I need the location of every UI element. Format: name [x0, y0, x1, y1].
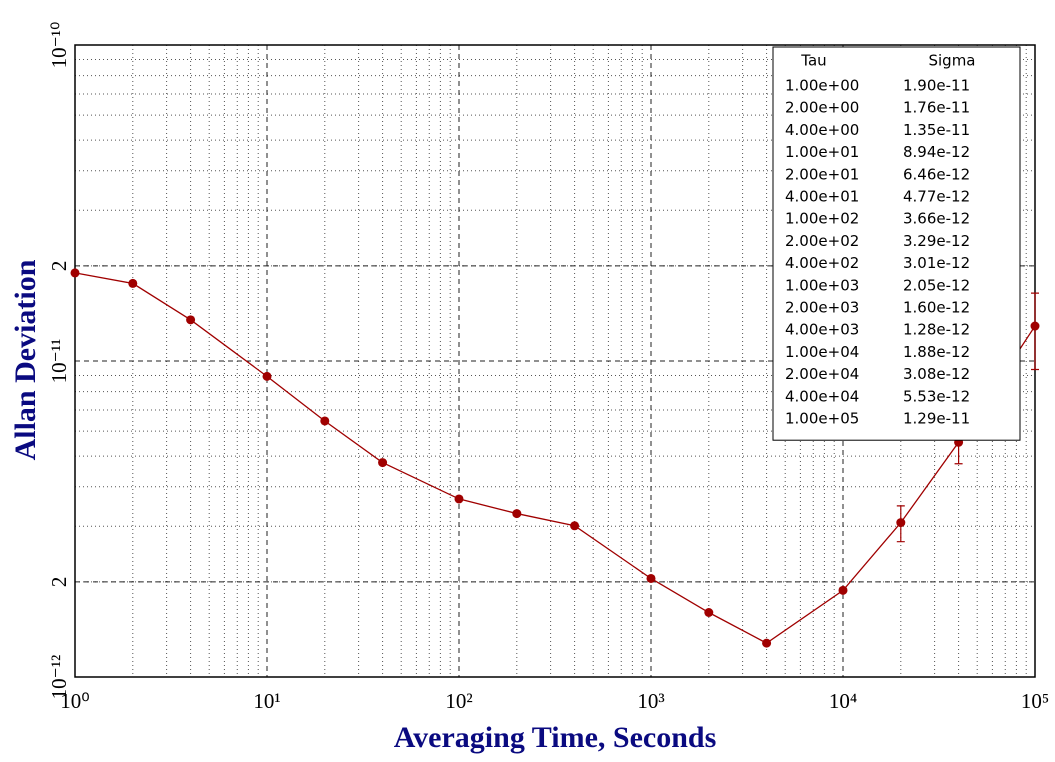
table-cell: 2.05e-12	[903, 276, 970, 294]
x-tick-label: 10³	[637, 689, 664, 713]
data-point	[646, 573, 656, 583]
y-tick-label: 10⁻¹²	[47, 655, 71, 700]
data-point	[378, 458, 388, 468]
table-cell: 4.00e+03	[785, 321, 859, 339]
table-cell: 3.66e-12	[903, 210, 970, 228]
data-point	[262, 371, 272, 381]
y-tick-label: 10⁻¹⁰	[47, 22, 71, 69]
y-axis-label: Allan Deviation	[9, 259, 42, 460]
table-cell: 3.08e-12	[903, 365, 970, 383]
table-cell: 2.00e+04	[785, 365, 859, 383]
table-cell: 1.35e-11	[903, 121, 970, 139]
table-box	[772, 46, 1021, 441]
data-point	[186, 315, 196, 325]
data-point	[762, 638, 772, 648]
data-point	[896, 518, 906, 528]
data-point	[512, 509, 522, 519]
data-point	[320, 416, 330, 426]
y-tick-label: 2	[47, 261, 71, 272]
table-cell: 1.88e-12	[903, 343, 970, 361]
data-point	[454, 494, 464, 504]
table-cell: 5.53e-12	[903, 387, 970, 405]
data-point	[704, 607, 714, 617]
table-cell: 1.90e-11	[903, 77, 970, 95]
data-point	[838, 585, 848, 595]
table-cell: 1.00e+04	[785, 343, 859, 361]
table-cell: 4.77e-12	[903, 188, 970, 206]
table-cell: 1.29e-11	[903, 410, 970, 428]
table-cell: 2.00e+03	[785, 299, 859, 317]
data-point	[1030, 321, 1040, 331]
table-cell: 4.00e+00	[785, 121, 859, 139]
data-point	[128, 278, 138, 288]
data-point	[70, 268, 80, 278]
x-tick-label: 10⁵	[1021, 689, 1049, 713]
table-cell: 1.28e-12	[903, 321, 970, 339]
data-line	[74, 272, 1036, 644]
table-cell: 1.00e+02	[785, 210, 859, 228]
table-cell: 1.00e+01	[785, 143, 859, 161]
x-tick-label: 10²	[445, 689, 472, 713]
table-cell: 1.00e+03	[785, 276, 859, 294]
table-cell: 6.46e-12	[903, 165, 970, 183]
table-cell: 1.60e-12	[903, 299, 970, 317]
table-cell: 8.94e-12	[903, 143, 970, 161]
y-tick-label: 10⁻¹¹	[47, 339, 71, 384]
x-tick-label: 10⁰	[60, 689, 89, 713]
table-cell: 3.29e-12	[903, 232, 970, 250]
table-cell: 2.00e+00	[785, 99, 859, 117]
data-point	[570, 521, 580, 531]
table-header: Tau	[800, 52, 826, 70]
table-cell: 1.00e+05	[785, 410, 859, 428]
x-axis-label: Averaging Time, Seconds	[394, 721, 717, 754]
y-tick-label: 2	[47, 577, 71, 588]
table-cell: 4.00e+02	[785, 254, 859, 272]
x-tick-label: 10⁴	[829, 689, 857, 713]
table-cell: 1.00e+00	[785, 77, 859, 95]
table-cell: 4.00e+01	[785, 188, 859, 206]
table-cell: 3.01e-12	[903, 254, 970, 272]
error-bar	[1031, 292, 1039, 371]
x-tick-label: 10¹	[253, 689, 280, 713]
table-cell: 1.76e-11	[903, 99, 970, 117]
table-cell: 2.00e+02	[785, 232, 859, 250]
table-cell: 2.00e+01	[785, 165, 859, 183]
table-cell: 4.00e+04	[785, 387, 859, 405]
table-header: Sigma	[928, 52, 975, 70]
